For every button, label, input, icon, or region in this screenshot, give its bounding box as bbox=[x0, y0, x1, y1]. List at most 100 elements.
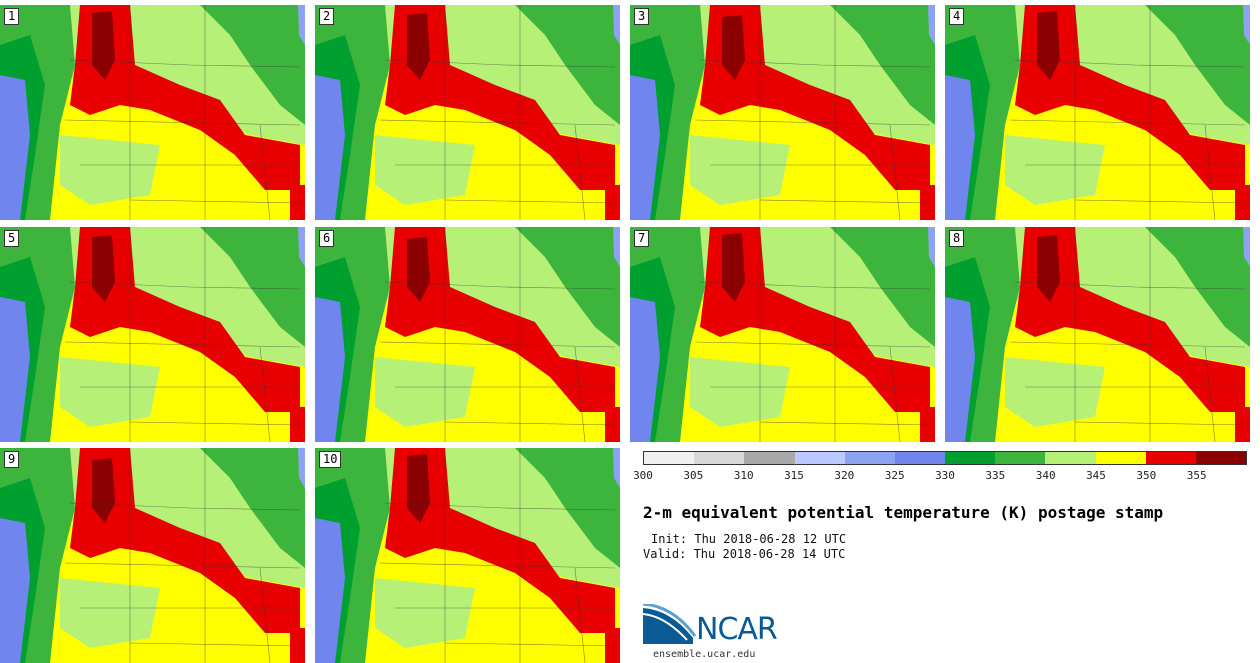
blue-region bbox=[315, 75, 345, 220]
logo-text: NCAR bbox=[696, 612, 778, 647]
ncar-logo-icon bbox=[643, 604, 697, 644]
lake-region bbox=[298, 448, 305, 488]
green-region bbox=[515, 227, 620, 347]
panel-label: 9 bbox=[4, 451, 20, 468]
stamp-panel-8: 8 bbox=[945, 227, 1250, 442]
state-border bbox=[1204, 346, 1216, 442]
south-light-green bbox=[1005, 357, 1105, 427]
lake-region bbox=[1243, 5, 1250, 45]
red-edge bbox=[1235, 407, 1250, 442]
state-border bbox=[69, 502, 301, 511]
red-edge bbox=[605, 628, 620, 663]
state-border bbox=[129, 199, 301, 204]
dark-red-core bbox=[92, 11, 115, 80]
colorbar-swatch bbox=[1145, 452, 1196, 464]
red-ridge bbox=[1015, 227, 1245, 412]
red-ridge bbox=[700, 5, 930, 190]
colorbar-swatch bbox=[1045, 452, 1096, 464]
lake-region bbox=[928, 227, 935, 267]
stamp-panel-10: 10 bbox=[315, 448, 620, 663]
state-border bbox=[69, 59, 301, 68]
init-time: Init: Thu 2018-06-28 12 UTC bbox=[651, 532, 847, 546]
blue-region bbox=[315, 518, 345, 663]
state-border bbox=[129, 421, 301, 426]
lake-region bbox=[613, 227, 620, 267]
colorbar-swatch bbox=[794, 452, 845, 464]
colorbar-tick-label: 325 bbox=[884, 469, 905, 482]
red-edge bbox=[290, 185, 305, 220]
dark-red-core bbox=[92, 458, 115, 523]
panel-label: 2 bbox=[319, 8, 335, 25]
blue-region bbox=[0, 75, 30, 220]
green-region bbox=[515, 448, 620, 568]
state-border bbox=[259, 124, 271, 220]
state-border bbox=[69, 281, 301, 290]
blue-region bbox=[0, 297, 30, 442]
stamp-panel-2: 2 bbox=[315, 5, 620, 220]
stamp-panel-4: 4 bbox=[945, 5, 1250, 220]
stamp-panel-3: 3 bbox=[630, 5, 935, 220]
red-edge bbox=[605, 407, 620, 442]
green-region bbox=[830, 227, 935, 347]
blue-region bbox=[315, 297, 345, 442]
south-light-green bbox=[690, 357, 790, 427]
lake-region bbox=[1243, 227, 1250, 267]
green-region bbox=[1145, 5, 1250, 125]
dark-red-core bbox=[407, 454, 430, 523]
blue-region bbox=[945, 75, 975, 220]
blue-region bbox=[630, 297, 660, 442]
dark-red-core bbox=[407, 237, 430, 302]
stamp-panel-1: 1 bbox=[0, 5, 305, 220]
panel-label: 4 bbox=[949, 8, 965, 25]
dark-red-core bbox=[407, 13, 430, 80]
south-light-green bbox=[60, 135, 160, 205]
red-edge bbox=[920, 185, 935, 220]
stamp-panel-5: 5 bbox=[0, 227, 305, 442]
lake-region bbox=[613, 5, 620, 45]
panel-label: 3 bbox=[634, 8, 650, 25]
panel-label: 7 bbox=[634, 230, 650, 247]
green-region bbox=[200, 448, 305, 568]
state-border bbox=[444, 199, 616, 204]
state-border bbox=[759, 421, 931, 426]
state-border bbox=[889, 124, 901, 220]
red-ridge bbox=[70, 227, 300, 412]
red-ridge bbox=[70, 5, 300, 190]
state-border bbox=[259, 346, 271, 442]
state-border bbox=[699, 59, 931, 68]
lake-region bbox=[298, 227, 305, 267]
panel-label: 1 bbox=[4, 8, 20, 25]
colorbar-tick-label: 320 bbox=[834, 469, 855, 482]
dark-red-core bbox=[92, 235, 115, 302]
red-ridge bbox=[385, 5, 615, 190]
stamp-panel-6: 6 bbox=[315, 227, 620, 442]
state-border bbox=[1014, 281, 1246, 290]
state-border bbox=[574, 124, 586, 220]
state-border bbox=[1074, 199, 1246, 204]
dark-red-core bbox=[722, 15, 745, 80]
state-border bbox=[444, 421, 616, 426]
stamp-panel-7: 7 bbox=[630, 227, 935, 442]
colorbar bbox=[643, 451, 1247, 465]
green-region bbox=[200, 5, 305, 125]
colorbar-tick-label: 355 bbox=[1186, 469, 1207, 482]
red-ridge bbox=[385, 448, 615, 633]
logo-url: ensemble.ucar.edu bbox=[653, 649, 756, 660]
colorbar-swatch bbox=[744, 452, 795, 464]
state-border bbox=[1014, 59, 1246, 68]
colorbar-swatch bbox=[945, 452, 996, 464]
state-border bbox=[1204, 124, 1216, 220]
panel-label: 8 bbox=[949, 230, 965, 247]
colorbar-tick-label: 300 bbox=[633, 469, 653, 482]
colorbar-swatch bbox=[995, 452, 1046, 464]
state-border bbox=[129, 642, 301, 647]
south-light-green bbox=[375, 357, 475, 427]
blue-region bbox=[0, 518, 30, 663]
south-light-green bbox=[60, 578, 160, 648]
colorbar-ticks: 300 305 310 315 320 325 330 335 340 345 350 355 bbox=[633, 469, 1247, 485]
red-edge bbox=[920, 407, 935, 442]
state-border bbox=[699, 281, 931, 290]
lake-region bbox=[613, 448, 620, 488]
green-region bbox=[1145, 227, 1250, 347]
panel-label: 6 bbox=[319, 230, 335, 247]
